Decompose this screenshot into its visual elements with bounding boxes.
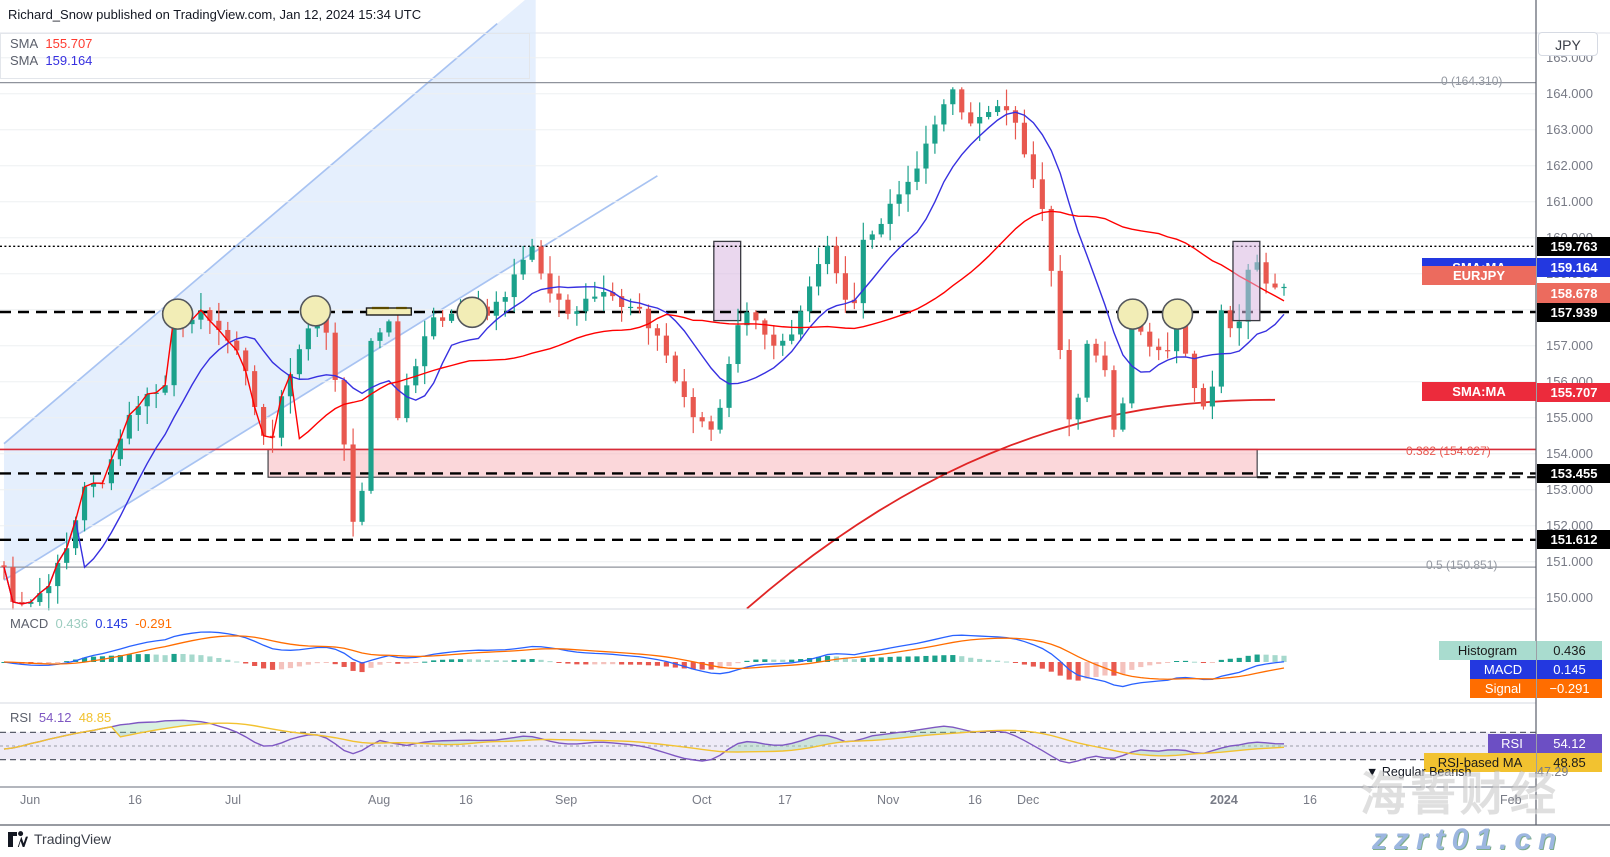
svg-text:155.000: 155.000: [1546, 410, 1593, 425]
svg-text:154.000: 154.000: [1546, 446, 1593, 461]
svg-text:157.000: 157.000: [1546, 338, 1593, 353]
svg-text:150.000: 150.000: [1546, 590, 1593, 605]
svg-text:164.000: 164.000: [1546, 86, 1593, 101]
svg-text:163.000: 163.000: [1546, 122, 1593, 137]
svg-text:162.000: 162.000: [1546, 158, 1593, 173]
svg-text:161.000: 161.000: [1546, 194, 1593, 209]
svg-text:151.000: 151.000: [1546, 554, 1593, 569]
svg-text:153.000: 153.000: [1546, 482, 1593, 497]
